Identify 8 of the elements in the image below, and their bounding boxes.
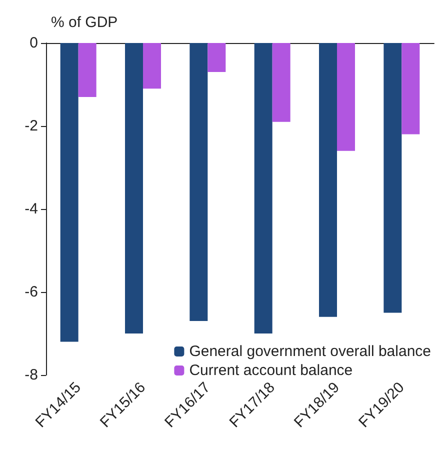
y-tick-label: -6 <box>24 284 38 300</box>
legend-label: General government overall balance <box>189 343 432 360</box>
y-axis-title: % of GDP <box>51 14 118 31</box>
legend-label: Current account balance <box>189 362 353 379</box>
y-tick-label: -8 <box>24 366 38 384</box>
y-tick-label: -2 <box>24 118 38 134</box>
y-tick-label: 0 <box>30 34 38 52</box>
y-tick-label: -4 <box>24 200 38 218</box>
